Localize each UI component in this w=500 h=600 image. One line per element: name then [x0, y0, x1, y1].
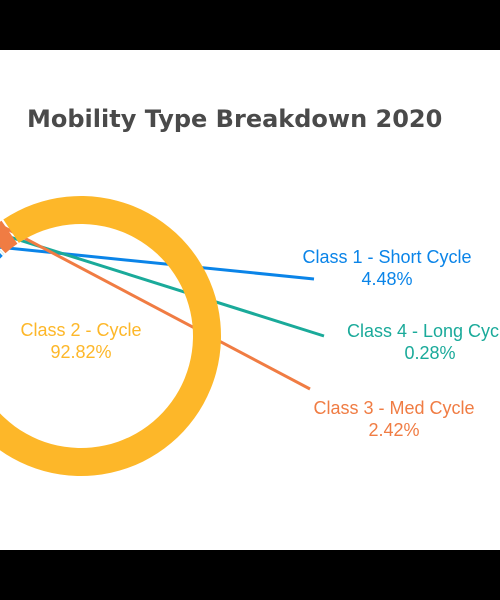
leader-line-class-1-short-cycle — [0, 245, 315, 281]
slice-class-4-long-cycle — [0, 250, 5, 255]
slice-class-2-cycle — [0, 196, 221, 476]
slice-class-1-short-cycle — [0, 253, 3, 259]
chart-title: Mobility Type Breakdown 2020 — [27, 105, 443, 133]
slice-label-class-4-long-cycle: Class 4 - Long Cycle — [347, 321, 500, 341]
slice-value-class-4-long-cycle: 0.28% — [404, 343, 455, 363]
slice-label-class-2-cycle: Class 2 - Cycle — [20, 320, 141, 340]
slice-value-class-3-med-cycle: 2.42% — [368, 420, 419, 440]
slice-label-class-3-med-cycle: Class 3 - Med Cycle — [313, 398, 474, 418]
slice-label-class-1-short-cycle: Class 1 - Short Cycle — [302, 247, 471, 267]
chart-canvas: Mobility Type Breakdown 2020 Class 1 - S… — [0, 50, 500, 550]
leader-line-class-3-med-cycle — [0, 223, 311, 391]
slice-value-class-1-short-cycle: 4.48% — [361, 269, 412, 289]
slice-value-class-2-cycle: 92.82% — [50, 342, 111, 362]
